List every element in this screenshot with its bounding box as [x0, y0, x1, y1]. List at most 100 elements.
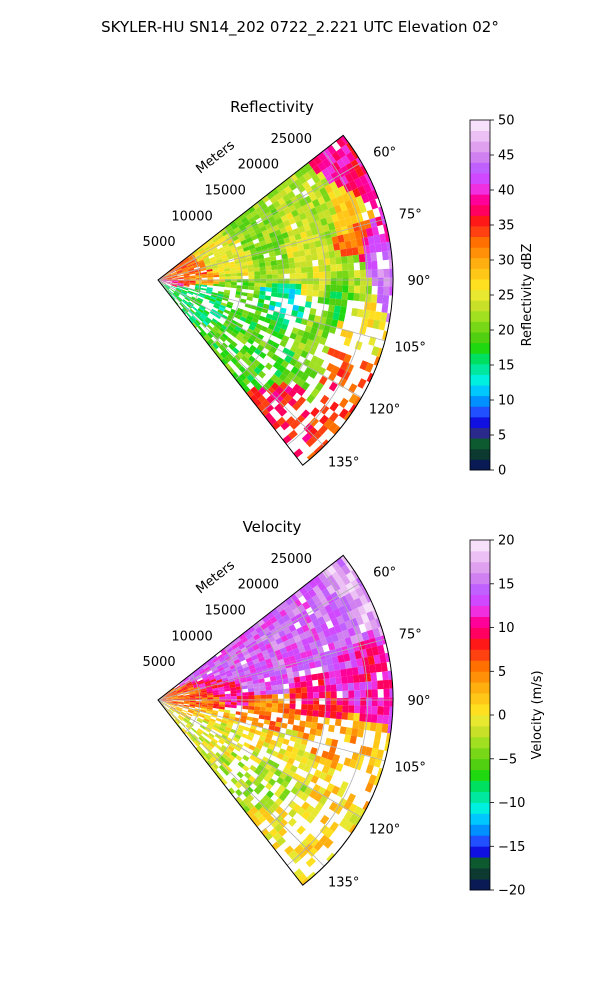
- field-cell: [248, 702, 255, 707]
- field-cell: [268, 251, 276, 257]
- field-cell: [340, 361, 349, 371]
- colorbar-band: [470, 279, 490, 291]
- field-cell: [341, 192, 351, 203]
- field-cell: [293, 844, 304, 855]
- field-cell: [276, 679, 283, 685]
- field-cell: [324, 828, 335, 839]
- field-cell: [167, 290, 173, 295]
- field-cell: [327, 244, 335, 252]
- field-cell: [250, 234, 258, 241]
- field-cell: [239, 328, 247, 335]
- field-cell: [201, 749, 207, 756]
- field-cell: [230, 777, 238, 785]
- field-cell: [301, 284, 308, 290]
- field-cell: [377, 706, 384, 715]
- field-cell: [288, 257, 295, 264]
- field-cell: [204, 260, 211, 265]
- field-cell: [239, 348, 247, 356]
- field-cell: [289, 703, 296, 710]
- field-cell: [171, 284, 177, 288]
- field-cell: [313, 692, 320, 699]
- colorbar-band: [470, 704, 490, 716]
- field-cell: [254, 698, 261, 703]
- field-cell: [269, 720, 276, 727]
- field-cell: [207, 660, 214, 667]
- field-cell: [181, 728, 187, 735]
- field-cell: [195, 746, 202, 754]
- field-cell: [325, 635, 334, 645]
- field-cell: [167, 710, 172, 716]
- colorbar-band: [470, 363, 490, 375]
- field-cell: [345, 727, 353, 736]
- field-cell: [343, 757, 352, 767]
- field-cell: [169, 707, 175, 712]
- field-cell: [303, 423, 314, 433]
- field-cell: [199, 292, 206, 297]
- field-cell: [230, 331, 238, 338]
- field-cell: [298, 212, 307, 221]
- field-cell: [164, 271, 170, 276]
- field-cell: [212, 270, 219, 274]
- field-cell: [198, 714, 205, 719]
- field-cell: [327, 190, 337, 201]
- field-cell: [230, 276, 237, 280]
- reflectivity-azimuth-ticks: 60°75°90°105°120°135°: [328, 146, 430, 471]
- field-cell: [210, 680, 217, 685]
- field-cell: [189, 700, 196, 703]
- field-cell: [197, 308, 204, 314]
- field-cell: [228, 229, 236, 236]
- field-cell: [333, 305, 341, 314]
- field-cell: [274, 769, 282, 777]
- field-cell: [242, 230, 250, 237]
- field-cell: [271, 353, 280, 362]
- field-cell: [243, 726, 251, 732]
- field-cell: [207, 705, 214, 708]
- field-cell: [269, 255, 277, 262]
- field-cell: [250, 386, 259, 395]
- field-cell: [245, 657, 253, 663]
- field-cell: [196, 299, 203, 304]
- field-cell: [188, 317, 194, 324]
- field-cell: [371, 689, 378, 698]
- field-cell: [247, 731, 255, 738]
- field-cell: [287, 757, 295, 765]
- field-cell: [222, 349, 230, 356]
- field-cell: [171, 273, 178, 276]
- field-cell: [307, 168, 317, 178]
- field-cell: [265, 238, 272, 245]
- field-cell: [330, 617, 340, 627]
- field-cell: [308, 192, 318, 202]
- field-cell: [292, 383, 302, 393]
- field-cell: [217, 293, 224, 298]
- field-cell: [313, 841, 324, 852]
- field-cell: [380, 662, 388, 672]
- field-cell: [247, 311, 255, 318]
- field-cell: [264, 737, 272, 744]
- field-cell: [227, 301, 234, 306]
- field-cell: [372, 739, 381, 750]
- colorbar-band: [470, 215, 490, 227]
- field-cell: [204, 294, 211, 299]
- field-cell: [381, 303, 389, 313]
- field-cell: [359, 325, 367, 335]
- field-cell: [295, 267, 302, 274]
- field-cell: [338, 313, 346, 322]
- field-cell: [213, 724, 220, 730]
- colorbar-band: [470, 715, 490, 727]
- field-cell: [321, 168, 331, 178]
- field-cell: [274, 797, 284, 807]
- field-cell: [382, 715, 390, 725]
- field-cell: [254, 286, 261, 291]
- field-cell: [213, 659, 221, 665]
- field-cell: [306, 621, 315, 630]
- field-cell: [194, 252, 201, 258]
- field-cell: [306, 635, 315, 644]
- field-cell: [195, 739, 201, 746]
- field-cell: [306, 260, 313, 267]
- field-cell: [215, 297, 223, 303]
- field-cell: [292, 724, 300, 732]
- range-tick-label: 25000: [271, 552, 312, 567]
- field-cell: [222, 769, 230, 776]
- field-cell: [296, 387, 306, 397]
- field-cell: [257, 395, 267, 404]
